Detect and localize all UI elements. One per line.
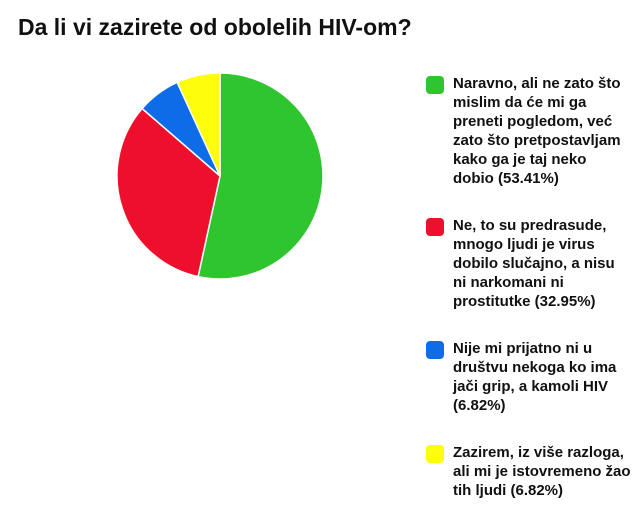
legend-label: Ne, to su predrasude, mnogo ljudi je vir… [453, 217, 615, 310]
pie-slice-2 [116, 107, 221, 278]
legend-item-1: Naravno, ali ne zato što mislim da će mi… [426, 74, 631, 188]
chart-title: Da li vi zazirete od obolelih HIV-om? [18, 14, 412, 40]
legend-item-2: Ne, to su predrasude, mnogo ljudi je vir… [426, 216, 631, 311]
legend-item-4: Zazirem, iz više razloga, ali mi je isto… [426, 443, 631, 500]
legend-label: Nije mi prijatno ni u društvu nekoga ko … [453, 340, 617, 414]
legend-label: Naravno, ali ne zato što mislim da će mi… [453, 75, 621, 187]
pie-slice-4 [176, 72, 221, 177]
legend-swatch [426, 445, 444, 463]
legend-swatch [426, 218, 444, 236]
pie-slice-1 [197, 72, 324, 280]
legend-label: Zazirem, iz više razloga, ali mi je isto… [453, 444, 631, 499]
pie-chart [116, 72, 324, 280]
chart-legend: Naravno, ali ne zato što mislim da će mi… [426, 74, 631, 500]
legend-item-3: Nije mi prijatno ni u društvu nekoga ko … [426, 339, 631, 415]
legend-swatch [426, 76, 444, 94]
legend-swatch [426, 341, 444, 359]
